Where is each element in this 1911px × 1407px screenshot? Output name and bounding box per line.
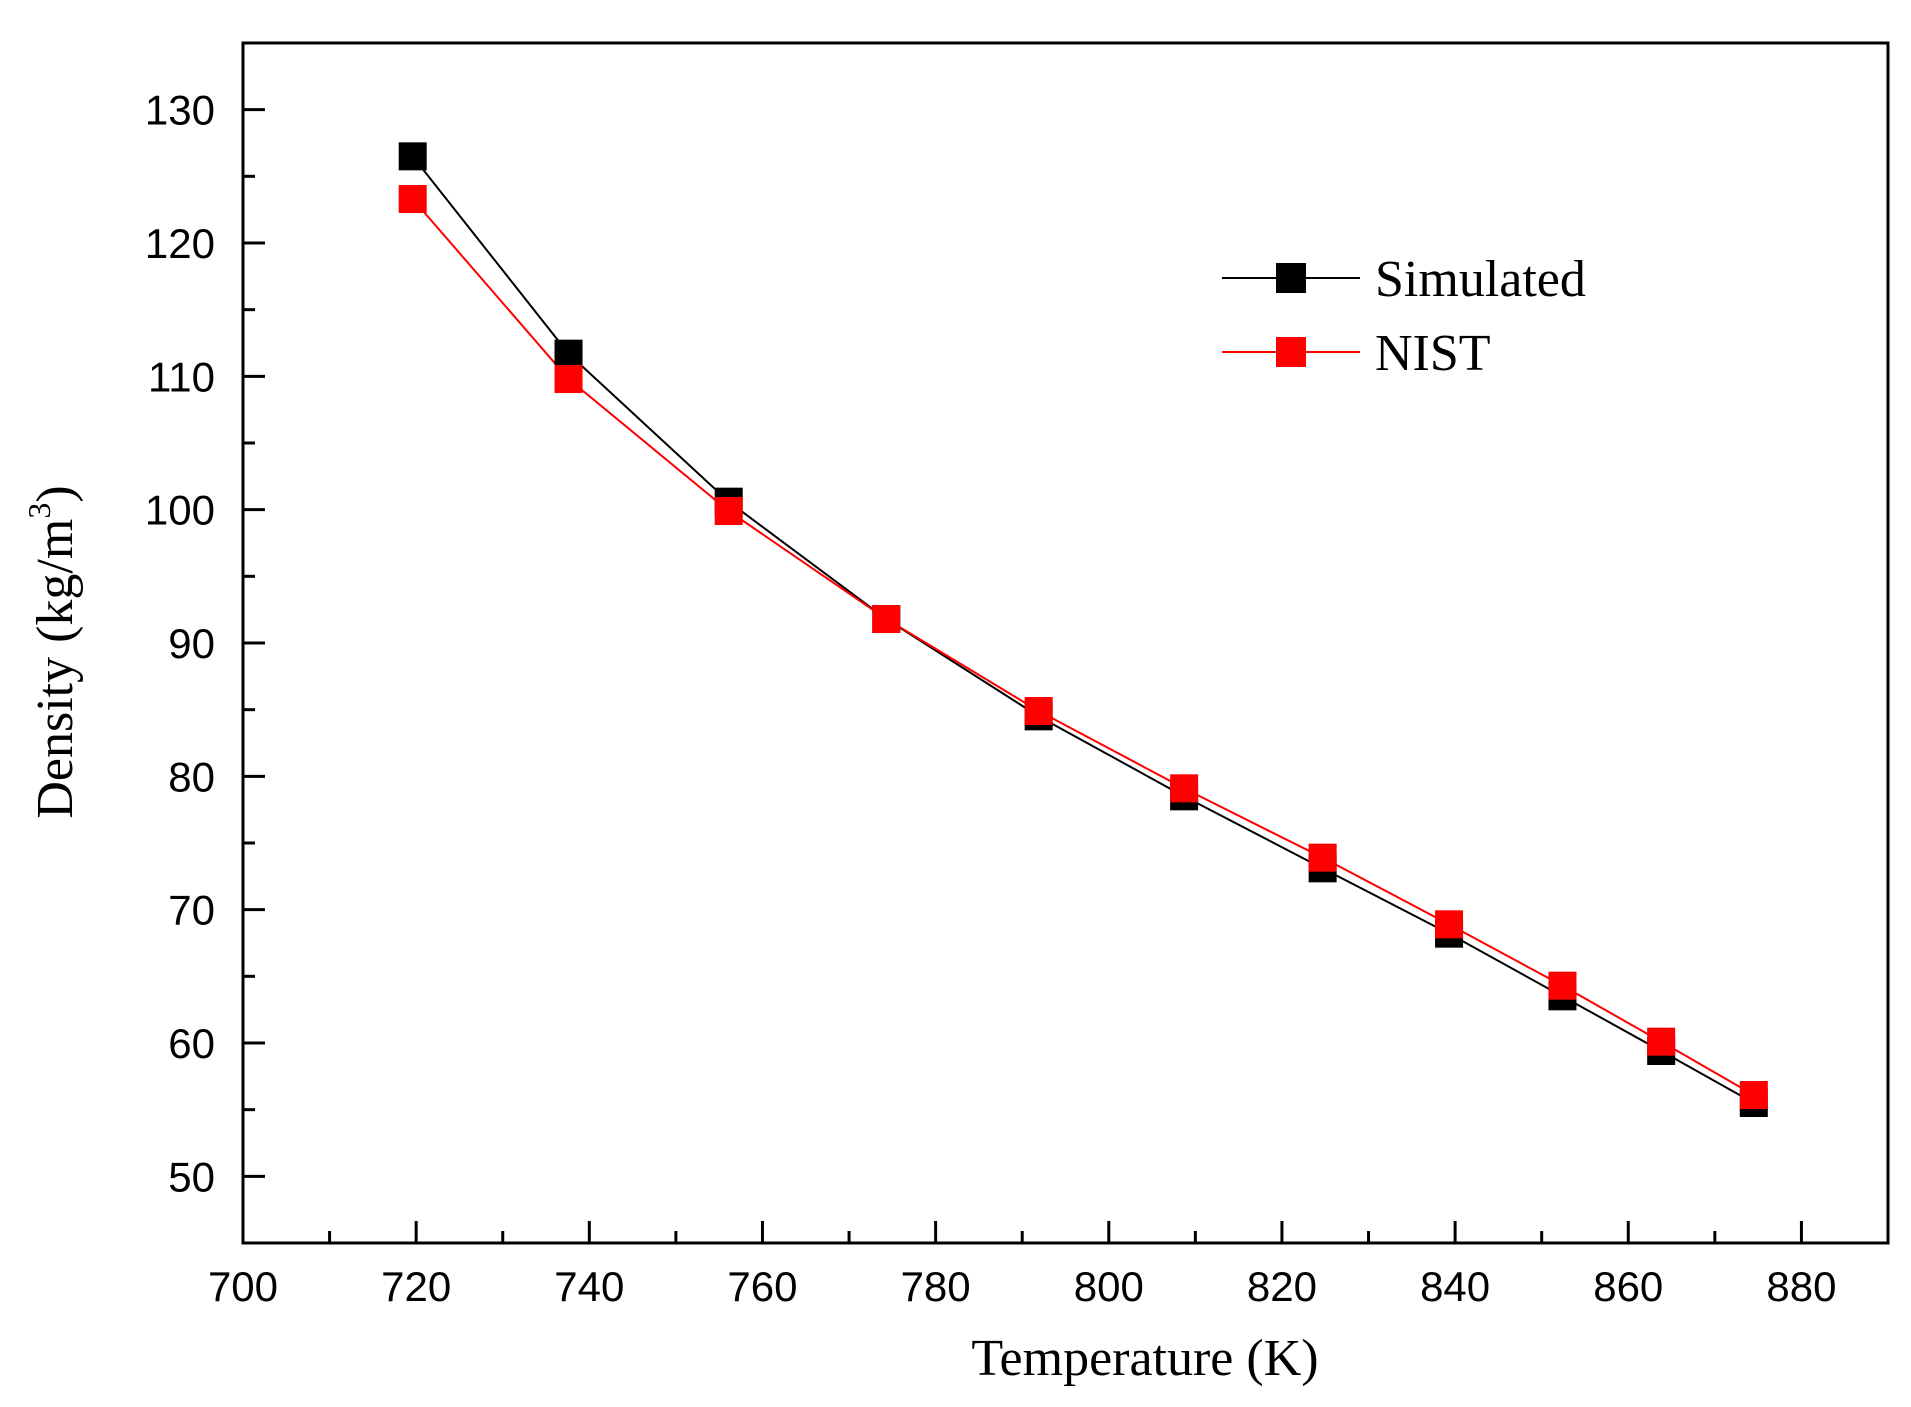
data-point-nist — [398, 185, 427, 213]
x-axis-title: Temperature (K) — [971, 1330, 1318, 1387]
y-axis-title: Density (kg/m3) — [21, 485, 84, 818]
y-tick-label: 80 — [168, 753, 215, 800]
y-axis: 50 60 70 80 90 100 110 120 130 — [145, 87, 265, 1200]
x-tick-label: 740 — [554, 1263, 624, 1310]
x-tick-label: 800 — [1074, 1263, 1144, 1310]
x-tick-label: 720 — [381, 1263, 451, 1310]
y-axis-title-exponent: 3 — [21, 503, 57, 519]
data-point-nist — [1739, 1081, 1768, 1109]
legend-marker-nist — [1276, 337, 1306, 367]
data-point-nist — [1548, 971, 1577, 1000]
legend: Simulated NIST — [1222, 251, 1586, 382]
x-axis: 700 720 740 760 780 800 820 840 860 880 — [208, 1221, 1836, 1310]
data-point-simulated — [554, 339, 583, 368]
x-tick-label: 860 — [1593, 1263, 1663, 1310]
x-tick-label: 820 — [1247, 1263, 1317, 1310]
data-point-simulated — [398, 142, 427, 171]
y-axis-title-unit: (kg/m — [27, 519, 84, 643]
data-point-nist — [554, 365, 583, 393]
y-tick-label: 100 — [145, 487, 215, 534]
legend-label-simulated: Simulated — [1375, 251, 1586, 308]
data-point-nist — [714, 497, 743, 525]
series-layer — [398, 142, 1768, 1117]
data-point-nist — [1024, 697, 1053, 725]
data-point-nist — [1647, 1027, 1676, 1056]
y-tick-label: 130 — [145, 87, 215, 134]
x-tick-label: 840 — [1420, 1263, 1490, 1310]
legend-marker-simulated — [1276, 263, 1306, 293]
legend-label-nist: NIST — [1375, 325, 1491, 382]
x-tick-label: 780 — [901, 1263, 971, 1310]
data-point-nist — [1435, 910, 1464, 939]
y-tick-label: 50 — [168, 1153, 215, 1200]
y-axis-title-close: ) — [27, 485, 84, 502]
data-point-nist — [1170, 774, 1199, 803]
y-tick-label: 70 — [168, 887, 215, 934]
y-axis-title-main: Density — [27, 657, 84, 819]
data-point-nist — [872, 605, 901, 633]
x-tick-label: 880 — [1766, 1263, 1836, 1310]
x-tick-label: 760 — [727, 1263, 797, 1310]
x-tick-label: 700 — [208, 1263, 278, 1310]
y-tick-label: 110 — [148, 353, 215, 400]
y-tick-label: 90 — [168, 620, 215, 667]
y-tick-label: 60 — [168, 1020, 215, 1067]
data-point-nist — [1308, 843, 1337, 872]
y-tick-label: 120 — [145, 220, 215, 267]
